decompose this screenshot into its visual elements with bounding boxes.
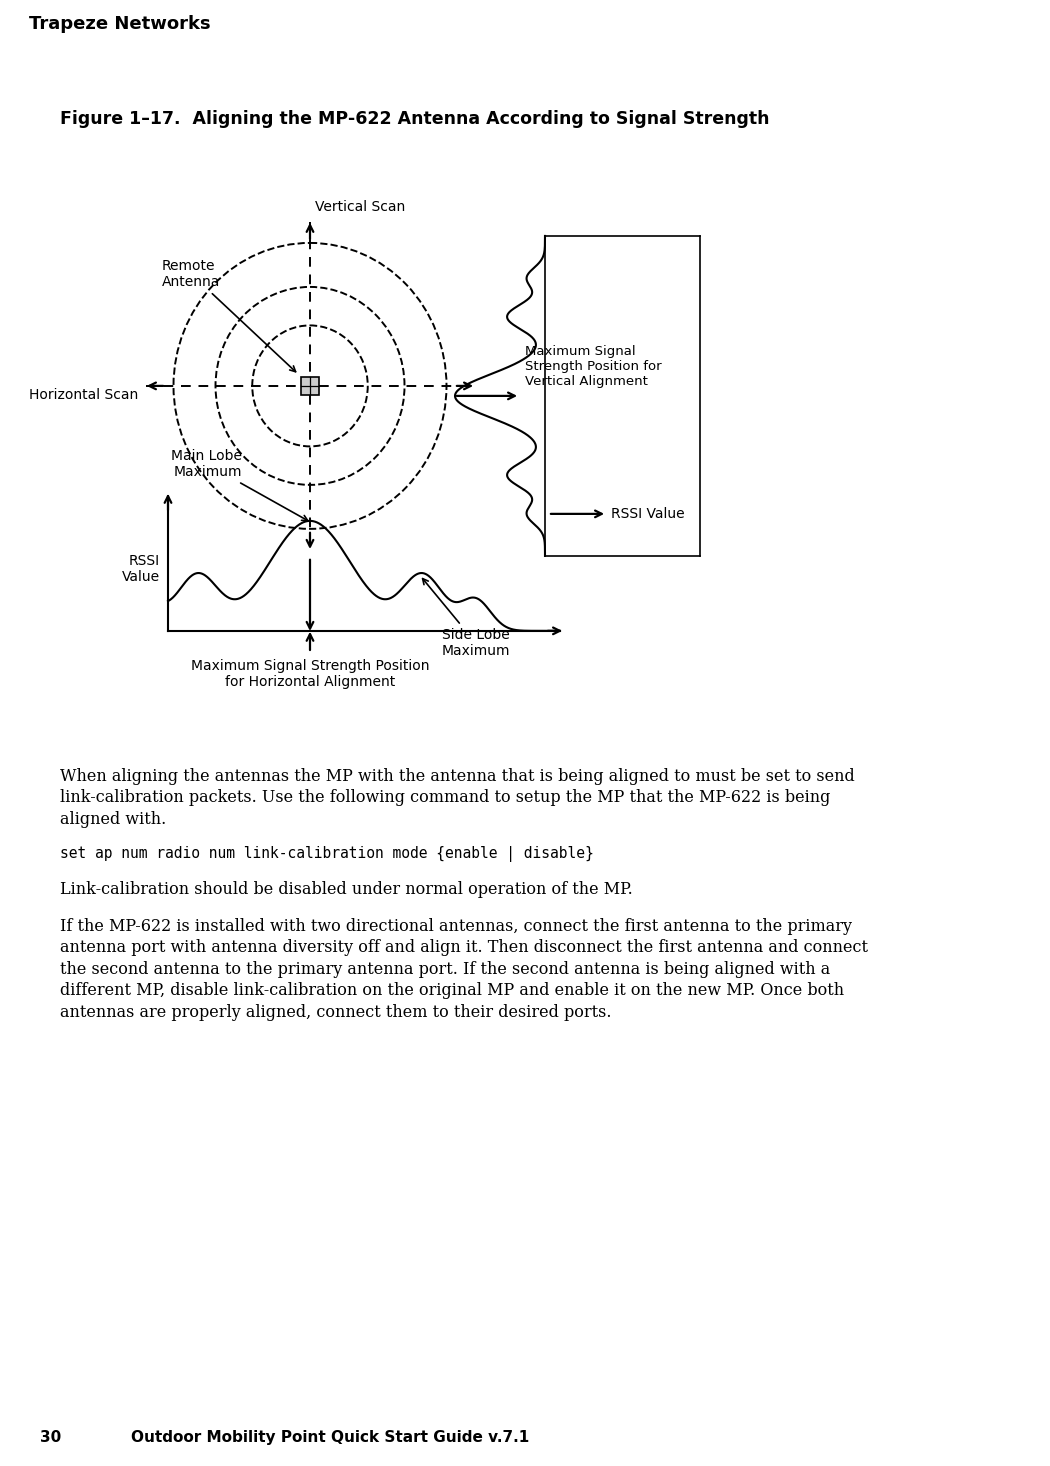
Text: Vertical Scan: Vertical Scan [315, 199, 405, 214]
Text: Maximum Signal Strength Position
for Horizontal Alignment: Maximum Signal Strength Position for Hor… [191, 658, 429, 689]
Text: When aligning the antennas the MP with the antenna that is being aligned to must: When aligning the antennas the MP with t… [60, 768, 855, 828]
Text: Remote
Antenna: Remote Antenna [162, 259, 296, 372]
Text: Horizontal Scan: Horizontal Scan [28, 388, 138, 402]
Text: RSSI
Value: RSSI Value [122, 554, 160, 583]
Text: Side Lobe
Maximum: Side Lobe Maximum [422, 579, 510, 658]
Text: Figure 1–17.  Aligning the MP-622 Antenna According to Signal Strength: Figure 1–17. Aligning the MP-622 Antenna… [60, 110, 770, 128]
Text: If the MP-622 is installed with two directional antennas, connect the first ante: If the MP-622 is installed with two dire… [60, 918, 868, 1020]
Text: Outdoor Mobility Point Quick Start Guide v.7.1: Outdoor Mobility Point Quick Start Guide… [131, 1429, 529, 1444]
Text: Maximum Signal
Strength Position for
Vertical Alignment: Maximum Signal Strength Position for Ver… [525, 345, 662, 388]
Text: Trapeze Networks: Trapeze Networks [29, 15, 211, 32]
Text: Link-calibration should be disabled under normal operation of the MP.: Link-calibration should be disabled unde… [60, 881, 633, 897]
Text: Main Lobe
Maximum: Main Lobe Maximum [171, 449, 308, 520]
Text: set ap num radio num link-calibration mode {enable | disable}: set ap num radio num link-calibration mo… [60, 846, 593, 862]
Text: RSSI Value: RSSI Value [611, 507, 685, 520]
Bar [301, 377, 319, 394]
Text: 30: 30 [40, 1429, 61, 1444]
